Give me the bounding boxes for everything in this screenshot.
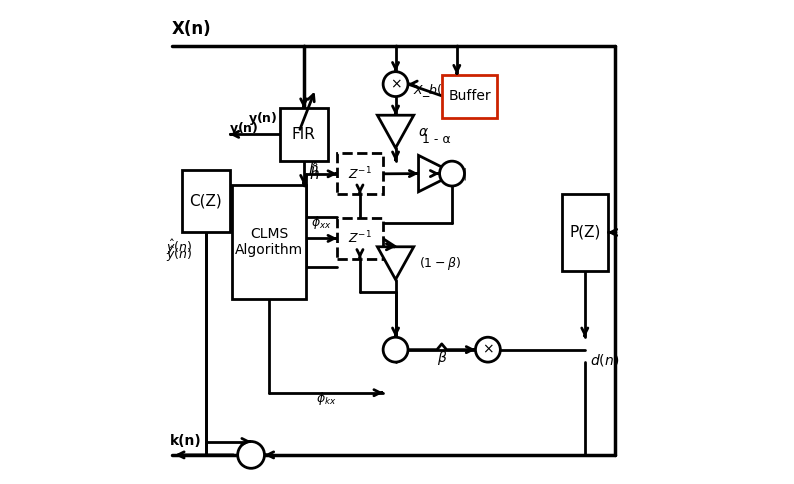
Text: P(Z): P(Z) xyxy=(569,225,600,240)
Text: −: − xyxy=(242,445,255,460)
Text: |: | xyxy=(463,167,467,180)
FancyBboxPatch shape xyxy=(232,184,306,300)
Text: $\hat{h}$: $\hat{h}$ xyxy=(310,161,320,183)
Text: Buffer: Buffer xyxy=(449,89,491,103)
Circle shape xyxy=(440,161,464,186)
Text: $\hat{h}$: $\hat{h}$ xyxy=(309,156,319,178)
FancyBboxPatch shape xyxy=(562,194,607,271)
Text: $\mathbf{y(n)}$: $\mathbf{y(n)}$ xyxy=(248,110,277,127)
Text: k(n): k(n) xyxy=(170,434,202,448)
Polygon shape xyxy=(377,247,414,280)
Text: $(1 - \beta)$: $(1 - \beta)$ xyxy=(418,255,461,272)
Text: +: + xyxy=(251,454,261,467)
Text: $\hat{y}(n)$: $\hat{y}(n)$ xyxy=(166,245,192,264)
Text: $Z^{-1}$: $Z^{-1}$ xyxy=(348,230,372,247)
Text: $X\_b(n)$: $X\_b(n)$ xyxy=(413,82,455,99)
Text: $\hat{y}(n)$: $\hat{y}(n)$ xyxy=(166,238,192,257)
Text: $\phi_{kx}$: $\phi_{kx}$ xyxy=(316,390,337,407)
Text: ×: × xyxy=(482,343,494,357)
FancyBboxPatch shape xyxy=(337,153,383,194)
Text: CLMS
Algorithm: CLMS Algorithm xyxy=(235,227,303,257)
Circle shape xyxy=(237,441,264,469)
Text: C(Z): C(Z) xyxy=(189,194,222,209)
Text: ±: ± xyxy=(390,342,402,356)
FancyBboxPatch shape xyxy=(442,75,498,118)
Text: $\mathbf{y(n)}$: $\mathbf{y(n)}$ xyxy=(229,120,258,136)
FancyBboxPatch shape xyxy=(337,218,383,259)
Text: $\beta$: $\beta$ xyxy=(437,348,447,366)
FancyBboxPatch shape xyxy=(279,108,328,161)
Text: $Z^{-1}$: $Z^{-1}$ xyxy=(348,166,372,182)
Polygon shape xyxy=(418,155,455,192)
Text: α: α xyxy=(418,124,428,138)
Text: X(n): X(n) xyxy=(172,20,212,38)
Text: $\phi_{xx}$: $\phi_{xx}$ xyxy=(311,214,332,231)
Text: +: + xyxy=(444,165,457,180)
Text: FIR: FIR xyxy=(291,127,316,142)
Circle shape xyxy=(476,337,500,362)
Text: $d(n)$: $d(n)$ xyxy=(590,351,619,367)
Polygon shape xyxy=(377,115,414,148)
FancyBboxPatch shape xyxy=(182,170,229,232)
Text: ×: × xyxy=(390,77,402,91)
Circle shape xyxy=(384,337,408,362)
Text: 1 - α: 1 - α xyxy=(422,133,451,146)
Circle shape xyxy=(384,72,408,96)
